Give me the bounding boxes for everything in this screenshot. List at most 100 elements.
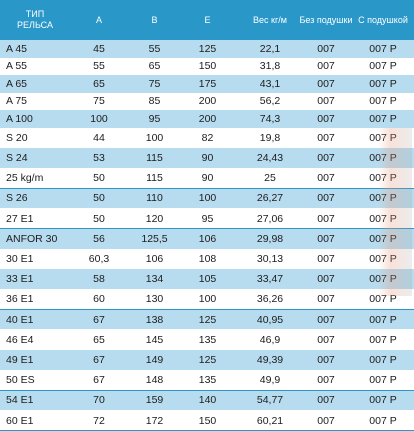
b-cell: 148 <box>145 374 164 387</box>
e-cell: 150 <box>198 60 217 73</box>
weight-cell: 74,3 <box>259 112 281 125</box>
rail-type-cell: A 65 <box>6 77 28 90</box>
with-pad-cell: 007 P <box>369 333 397 346</box>
b-cell: 95 <box>148 112 161 125</box>
table-row: 49 E1 67 149 125 49,39 007 007 P <box>0 350 414 370</box>
e-cell: 150 <box>198 414 217 427</box>
table-row: 46 E4 65 145 135 46,9 007 007 P <box>0 330 414 350</box>
row-separator <box>0 369 414 371</box>
e-cell: 135 <box>198 333 217 346</box>
a-cell: 60,3 <box>88 252 110 265</box>
weight-cell: 25 <box>264 172 276 185</box>
rail-type-cell: 36 E1 <box>6 293 34 306</box>
row-separator <box>0 268 414 270</box>
no-pad-cell: 007 <box>317 293 335 306</box>
a-cell: 50 <box>93 172 105 185</box>
b-cell: 159 <box>145 394 164 407</box>
a-cell: 50 <box>93 192 105 205</box>
no-pad-cell: 007 <box>317 414 335 427</box>
rail-type-cell: A 45 <box>6 42 28 55</box>
table-row: A 45 45 55 125 22,1 007 007 P <box>0 40 414 58</box>
header-weight: Вес кг/м <box>253 15 287 25</box>
rail-type-cell: 33 E1 <box>6 273 34 286</box>
weight-cell: 33,47 <box>256 273 284 286</box>
weight-cell: 43,1 <box>259 77 281 90</box>
a-cell: 65 <box>93 333 105 346</box>
a-cell: 70 <box>93 394 105 407</box>
no-pad-cell: 007 <box>317 313 335 326</box>
with-pad-cell: 007 P <box>369 252 397 265</box>
weight-cell: 46,9 <box>259 333 281 346</box>
weight-cell: 49,9 <box>259 374 281 387</box>
weight-cell: 27,06 <box>256 212 284 225</box>
no-pad-cell: 007 <box>317 42 335 55</box>
a-cell: 56 <box>93 232 105 245</box>
e-cell: 125 <box>198 353 217 366</box>
rail-type-cell: S 26 <box>6 192 28 205</box>
rail-type-cell: ANFOR 30 <box>6 232 58 245</box>
header-rail-type: ТИП РЕЛЬСА <box>17 9 53 30</box>
e-cell: 125 <box>198 42 217 55</box>
e-cell: 125 <box>198 313 217 326</box>
b-cell: 120 <box>145 212 164 225</box>
no-pad-cell: 007 <box>317 131 335 144</box>
row-separator <box>0 228 414 230</box>
table-row: 60 E1 72 172 150 60,21 007 007 P <box>0 410 414 431</box>
table-row: A 65 65 75 175 43,1 007 007 P <box>0 75 414 93</box>
b-cell: 172 <box>145 414 164 427</box>
with-pad-cell: 007 P <box>369 77 397 90</box>
rail-type-cell: 54 E1 <box>6 394 34 407</box>
no-pad-cell: 007 <box>317 212 335 225</box>
a-cell: 72 <box>93 414 105 427</box>
e-cell: 200 <box>198 95 217 108</box>
e-cell: 106 <box>198 232 217 245</box>
a-cell: 100 <box>90 112 108 125</box>
row-separator <box>0 208 414 210</box>
rail-type-cell: A 100 <box>6 112 33 125</box>
table-row: S 24 53 115 90 24,43 007 007 P <box>0 148 414 168</box>
table-row: A 75 75 85 200 56,2 007 007 P <box>0 92 414 110</box>
rail-type-cell: 60 E1 <box>6 414 34 427</box>
e-cell: 175 <box>198 77 217 90</box>
a-cell: 67 <box>93 374 105 387</box>
e-cell: 140 <box>198 394 217 407</box>
no-pad-cell: 007 <box>317 333 335 346</box>
with-pad-cell: 007 P <box>369 273 397 286</box>
with-pad-cell: 007 P <box>369 112 397 125</box>
rail-type-cell: A 75 <box>6 95 28 108</box>
row-separator <box>0 289 414 290</box>
no-pad-cell: 007 <box>317 112 335 125</box>
weight-cell: 30,13 <box>256 252 284 265</box>
weight-cell: 40,95 <box>256 313 284 326</box>
weight-cell: 60,21 <box>256 414 284 427</box>
weight-cell: 22,1 <box>259 42 281 55</box>
table-row: 30 E1 60,3 106 108 30,13 007 007 P <box>0 249 414 269</box>
b-cell: 65 <box>148 60 161 73</box>
b-cell: 75 <box>148 77 161 90</box>
table-row: A 55 55 65 150 31,8 007 007 P <box>0 57 414 75</box>
b-cell: 130 <box>145 293 164 306</box>
weight-cell: 56,2 <box>259 95 281 108</box>
with-pad-cell: 007 P <box>369 60 397 73</box>
b-cell: 106 <box>145 252 164 265</box>
table-header: ТИП РЕЛЬСА A B E Вес кг/м Без подушки С … <box>0 0 414 40</box>
no-pad-cell: 007 <box>317 232 335 245</box>
no-pad-cell: 007 <box>317 353 335 366</box>
header-with-pad: С подушкой <box>358 15 408 25</box>
rail-type-cell: S 24 <box>6 151 28 164</box>
with-pad-cell: 007 P <box>369 414 397 427</box>
b-cell: 110 <box>146 192 163 205</box>
a-cell: 67 <box>93 353 105 366</box>
no-pad-cell: 007 <box>317 374 335 387</box>
b-cell: 125,5 <box>141 232 168 245</box>
a-cell: 60 <box>93 293 105 306</box>
with-pad-cell: 007 P <box>369 232 397 245</box>
with-pad-cell: 007 P <box>369 374 397 387</box>
rail-type-cell: 30 E1 <box>6 252 34 265</box>
with-pad-cell: 007 P <box>369 212 397 225</box>
a-cell: 44 <box>93 131 105 144</box>
header-b: B <box>151 15 158 25</box>
a-cell: 65 <box>93 77 105 90</box>
table-row: ANFOR 30 56 125,5 106 29,98 007 007 P <box>0 229 414 249</box>
